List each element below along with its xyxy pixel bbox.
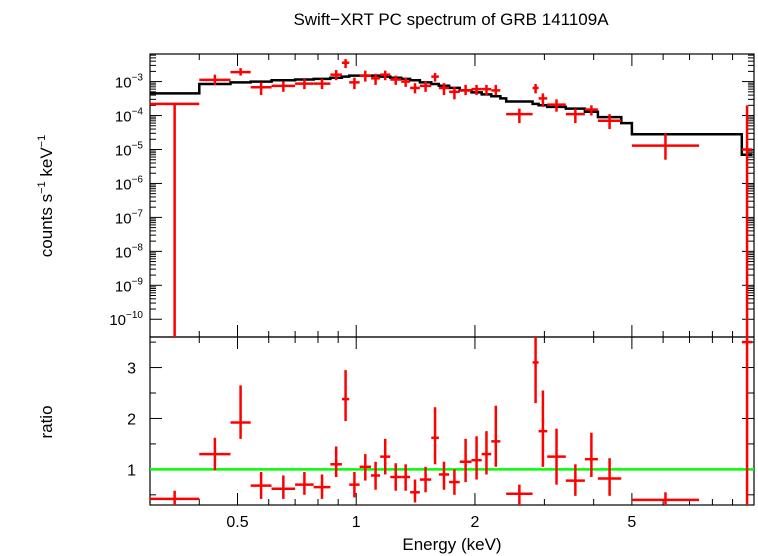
y-tick-label: 10−3 — [115, 73, 144, 92]
y-tick-label: 10−5 — [115, 140, 144, 159]
x-tick-labels: 0.5 1 2 5 — [226, 514, 636, 531]
y-tick-label: 10−6 — [115, 174, 144, 193]
top-y-axis-label: counts s−1 keV−1 — [36, 135, 56, 257]
y-tick-label: 10−9 — [115, 276, 144, 295]
y-tick-label: 10−10 — [109, 310, 143, 329]
bottom-panel-frame — [149, 336, 755, 506]
y-tick-label: 2 — [127, 411, 136, 428]
x-tick-label: 0.5 — [226, 514, 248, 531]
x-axis-label: Energy (keV) — [402, 535, 501, 554]
x-tick-label: 5 — [627, 514, 636, 531]
x-tick-label: 2 — [470, 514, 479, 531]
y-tick-label: 10−4 — [115, 107, 144, 126]
top-panel-frame — [149, 53, 755, 338]
y-tick-label: 3 — [127, 361, 136, 378]
model-step-line — [150, 74, 753, 157]
spectrum-data-points — [150, 59, 753, 337]
y-tick-label: 1 — [127, 462, 136, 479]
chart-title: Swift−XRT PC spectrum of GRB 141109A — [293, 10, 609, 29]
bottom-y-axis-label: ratio — [37, 405, 56, 438]
top-y-tick-labels: 10−3 10−4 10−5 10−6 10−7 10−8 10−9 10−10 — [109, 73, 143, 330]
y-tick-label: 10−8 — [115, 242, 144, 261]
bottom-y-tick-labels: 1 2 3 — [127, 361, 136, 480]
top-panel-ticks — [150, 54, 754, 337]
model-line — [150, 74, 753, 157]
y-tick-label: 10−7 — [115, 208, 144, 227]
ratio-data-points — [150, 337, 753, 505]
x-tick-label: 1 — [352, 514, 361, 531]
